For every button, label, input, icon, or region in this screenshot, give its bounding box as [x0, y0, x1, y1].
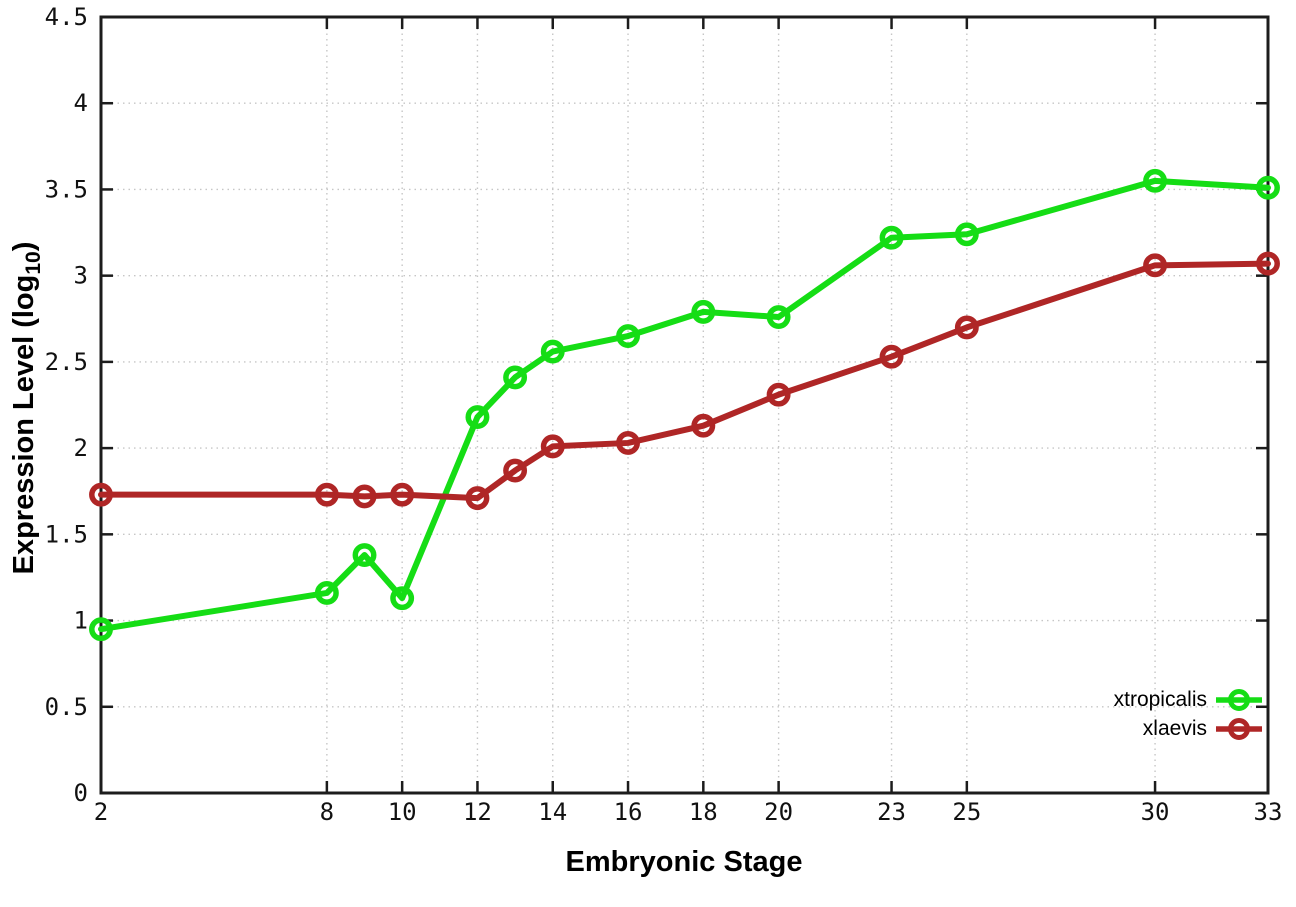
y-tick-label: 3 [74, 262, 88, 290]
x-tick-label: 8 [320, 798, 334, 826]
legend-item-xtropicalis: xtropicalis [1114, 685, 1262, 714]
y-axis-title-suffix: ) [8, 241, 40, 252]
legend-label-xlaevis: xlaevis [1142, 717, 1207, 740]
data-point-xtropicalis [390, 586, 415, 611]
x-tick-label: 33 [1254, 798, 1283, 826]
data-point-xlaevis [352, 484, 377, 509]
data-point-xlaevis [89, 482, 113, 507]
y-tick-label: 2 [74, 434, 88, 462]
data-point-xtropicalis [503, 365, 528, 390]
y-tick-label: 1 [74, 607, 88, 635]
data-point-xtropicalis [314, 581, 339, 605]
data-point-xtropicalis [89, 617, 113, 642]
x-tick-label: 12 [463, 798, 492, 826]
x-axis-title: Embryonic Stage [565, 846, 803, 878]
y-tick-label: 4 [74, 89, 88, 117]
legend-circle-sample [1228, 688, 1250, 711]
series-line-xlaevis [98, 260, 1271, 502]
y-axis-title-text: Expression Level (log [8, 274, 40, 575]
data-point-xlaevis [766, 382, 791, 407]
x-tick-label: 25 [952, 798, 981, 826]
data-point-xtropicalis [616, 324, 640, 348]
y-tick-label: 0 [74, 779, 88, 807]
data-point-xlaevis [879, 344, 904, 369]
x-tick-label: 16 [614, 798, 643, 826]
y-tick-label: 4.5 [45, 3, 88, 31]
legend-label-xtropicalis: xtropicalis [1113, 688, 1207, 711]
data-point-xtropicalis [1256, 175, 1280, 200]
x-tick-label: 14 [538, 798, 567, 826]
data-point-xtropicalis [352, 543, 377, 567]
data-point-xtropicalis [540, 339, 565, 364]
data-point-xtropicalis [954, 222, 979, 247]
data-point-xtropicalis [465, 405, 490, 430]
data-point-xtropicalis [879, 225, 904, 250]
data-point-xlaevis [314, 482, 339, 507]
y-tick-label: 2.5 [45, 348, 88, 376]
legend-marker-xtropicalis [1216, 688, 1262, 711]
y-tick-label: 3.5 [45, 175, 88, 203]
x-tick-label: 20 [764, 798, 793, 826]
data-point-xlaevis [954, 315, 979, 340]
data-point-xlaevis [503, 458, 528, 483]
plot-border [99, 15, 1270, 795]
data-point-xtropicalis [766, 305, 791, 330]
y-axis-title: Expression Level (log10) [8, 178, 45, 638]
x-tick-label: 10 [388, 798, 417, 826]
legend-item-xlaevis: xlaevis [1114, 714, 1262, 743]
legend: xtropicalis xlaevis [1114, 685, 1262, 743]
y-axis-title-subscript: 10 [21, 251, 45, 275]
data-point-xlaevis [390, 482, 415, 507]
x-tick-label: 23 [877, 798, 906, 826]
data-point-xlaevis [1256, 251, 1280, 276]
legend-marker-xlaevis [1216, 717, 1262, 740]
data-point-xtropicalis [691, 299, 716, 324]
data-point-xlaevis [540, 434, 565, 459]
series-line-xtropicalis [98, 177, 1271, 633]
legend-circle-sample [1228, 717, 1250, 740]
x-tick-label: 18 [689, 798, 718, 826]
y-tick-label: 0.5 [45, 693, 88, 721]
data-point-xlaevis [1143, 253, 1168, 278]
x-tick-label: 30 [1141, 798, 1170, 826]
y-tick-label: 1.5 [45, 520, 88, 548]
x-tick-label: 2 [94, 798, 108, 826]
data-point-xlaevis [616, 430, 640, 455]
data-point-xlaevis [691, 413, 716, 438]
data-point-xlaevis [465, 486, 490, 511]
data-point-xtropicalis [1143, 168, 1168, 193]
